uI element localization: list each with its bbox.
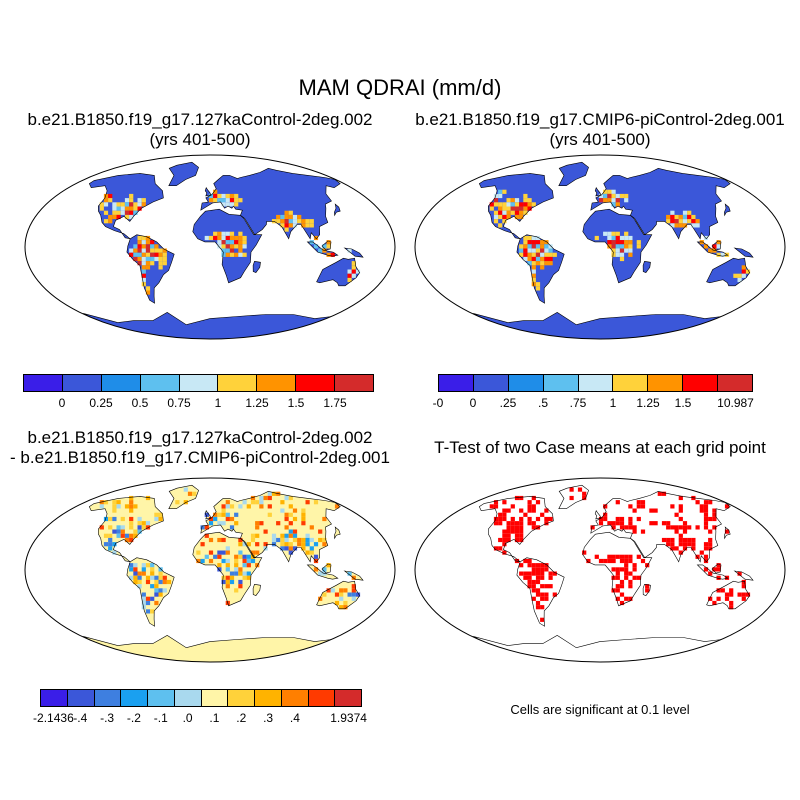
colorbar-panel-3 bbox=[40, 689, 362, 707]
panel-3-title-line2: - b.e21.B1850.f19_g17.CMIP6-piControl-2d… bbox=[10, 448, 390, 467]
colorbar-label: .0 bbox=[182, 711, 193, 725]
colorbar-label: -2.1436 bbox=[33, 711, 74, 725]
colorbar-swatch bbox=[67, 690, 95, 706]
colorbar-label: 1 bbox=[609, 396, 617, 410]
colorbar-swatch bbox=[718, 375, 753, 391]
colorbar-label: 1.75 bbox=[323, 396, 347, 410]
colorbar-label: .2 bbox=[236, 711, 247, 725]
colorbar-swatch bbox=[174, 690, 202, 706]
colorbar-label: 1.25 bbox=[245, 396, 269, 410]
colorbar-label: -.3 bbox=[100, 711, 115, 725]
colorbar-label: .75 bbox=[569, 396, 587, 410]
figure-title: MAM QDRAI (mm/d) bbox=[298, 75, 502, 100]
colorbar-label: -0 bbox=[432, 396, 444, 410]
colorbar-swatch bbox=[179, 375, 219, 391]
land-indonesia bbox=[697, 565, 727, 579]
colorbar-swatch bbox=[439, 375, 474, 391]
colorbar-swatch bbox=[24, 375, 63, 391]
colorbar-swatch bbox=[613, 375, 649, 391]
colorbar-label: .25 bbox=[499, 396, 517, 410]
land-newGuinea bbox=[734, 248, 753, 258]
colorbar-swatch bbox=[335, 690, 361, 706]
land-madagascar bbox=[253, 261, 261, 273]
map-border bbox=[24, 154, 396, 340]
colorbar-label: .3 bbox=[263, 711, 274, 725]
panel-2-title-line2: (yrs 401-500) bbox=[549, 130, 651, 149]
panel-1-title: b.e21.B1850.f19_g17.127kaControl-2deg.00… bbox=[0, 110, 400, 150]
colorbar-swatch bbox=[218, 375, 258, 391]
panel-3-title-line1: b.e21.B1850.f19_g17.127kaControl-2deg.00… bbox=[27, 428, 373, 447]
colorbar-label: 1.5 bbox=[287, 396, 305, 410]
land-greenland bbox=[168, 162, 199, 186]
colorbar-label: -.1 bbox=[153, 711, 168, 725]
map-border bbox=[414, 154, 786, 340]
panel-3-title: b.e21.B1850.f19_g17.127kaControl-2deg.00… bbox=[0, 428, 400, 468]
land-madagascar bbox=[643, 261, 651, 273]
colorbar-label: 1 bbox=[214, 396, 222, 410]
colorbar-swatch bbox=[296, 375, 336, 391]
colorbar-label: 1.5 bbox=[674, 396, 692, 410]
colorbar-label: 0 bbox=[469, 396, 477, 410]
colorbar-swatch bbox=[648, 375, 684, 391]
colorbar-swatch bbox=[578, 375, 614, 391]
colorbar-label: 0.25 bbox=[89, 396, 113, 410]
map-border bbox=[414, 477, 786, 663]
land-antarctica bbox=[83, 635, 332, 662]
colorbar-swatch bbox=[101, 375, 141, 391]
land-antarctica bbox=[473, 635, 721, 662]
land-madagascar bbox=[253, 584, 261, 596]
colorbar-swatch bbox=[255, 690, 282, 706]
colorbar-swatch bbox=[335, 375, 374, 391]
colorbar-label: .1 bbox=[209, 711, 220, 725]
colorbar-swatch bbox=[201, 690, 229, 706]
panel-4-title: T-Test of two Case means at each grid po… bbox=[400, 438, 800, 458]
colorbar-label: 0.5 bbox=[131, 396, 149, 410]
significance-note: Cells are significant at 0.1 level bbox=[510, 702, 690, 717]
panel-4-title-line1: T-Test of two Case means at each grid po… bbox=[434, 438, 766, 457]
colorbar-label: 1.9374 bbox=[330, 711, 367, 725]
colorbar-swatch bbox=[94, 690, 122, 706]
colorbar-swatch bbox=[683, 375, 719, 391]
colorbar-swatch bbox=[121, 690, 148, 706]
panel-1-title-line2: (yrs 401-500) bbox=[149, 130, 251, 149]
colorbar-label: -.4 bbox=[73, 711, 88, 725]
land-greenland bbox=[558, 162, 589, 186]
map-panel-ttest bbox=[414, 477, 786, 663]
land-antarctica bbox=[83, 312, 332, 339]
colorbar-swatch bbox=[508, 375, 544, 391]
colorbar-label: -.2 bbox=[126, 711, 141, 725]
map-panel-127ka-control bbox=[24, 154, 396, 340]
colorbar-swatch bbox=[473, 375, 509, 391]
panel-2-title-line1: b.e21.B1850.f19_g17.CMIP6-piControl-2deg… bbox=[415, 110, 785, 129]
colorbar-swatch bbox=[140, 375, 180, 391]
colorbar-swatch bbox=[257, 375, 297, 391]
colorbar-label: 10.987 bbox=[717, 396, 754, 410]
colorbar-panel-1 bbox=[23, 374, 374, 392]
colorbar-swatch bbox=[41, 690, 68, 706]
colorbar-label: .4 bbox=[289, 711, 300, 725]
panel-1-title-line1: b.e21.B1850.f19_g17.127kaControl-2deg.00… bbox=[27, 110, 373, 129]
colorbar-swatch bbox=[62, 375, 102, 391]
map-panel-difference bbox=[24, 477, 396, 663]
map-panel-pi-control bbox=[414, 154, 786, 340]
colorbar-swatch bbox=[543, 375, 579, 391]
colorbar-swatch bbox=[228, 690, 255, 706]
colorbar-label: 1.25 bbox=[636, 396, 660, 410]
colorbar-swatch bbox=[148, 690, 175, 706]
panel-2-title: b.e21.B1850.f19_g17.CMIP6-piControl-2deg… bbox=[400, 110, 800, 150]
colorbar-label: 0.75 bbox=[167, 396, 191, 410]
land-antarctica bbox=[473, 312, 722, 339]
land-newGuinea bbox=[735, 571, 753, 580]
colorbar-label: .5 bbox=[537, 396, 549, 410]
colorbar-panel-2 bbox=[438, 374, 753, 392]
colorbar-swatch bbox=[281, 690, 309, 706]
colorbar-label: 0 bbox=[58, 396, 66, 410]
map-border bbox=[24, 477, 396, 663]
colorbar-swatch bbox=[308, 690, 336, 706]
land-newGuinea bbox=[344, 248, 363, 258]
